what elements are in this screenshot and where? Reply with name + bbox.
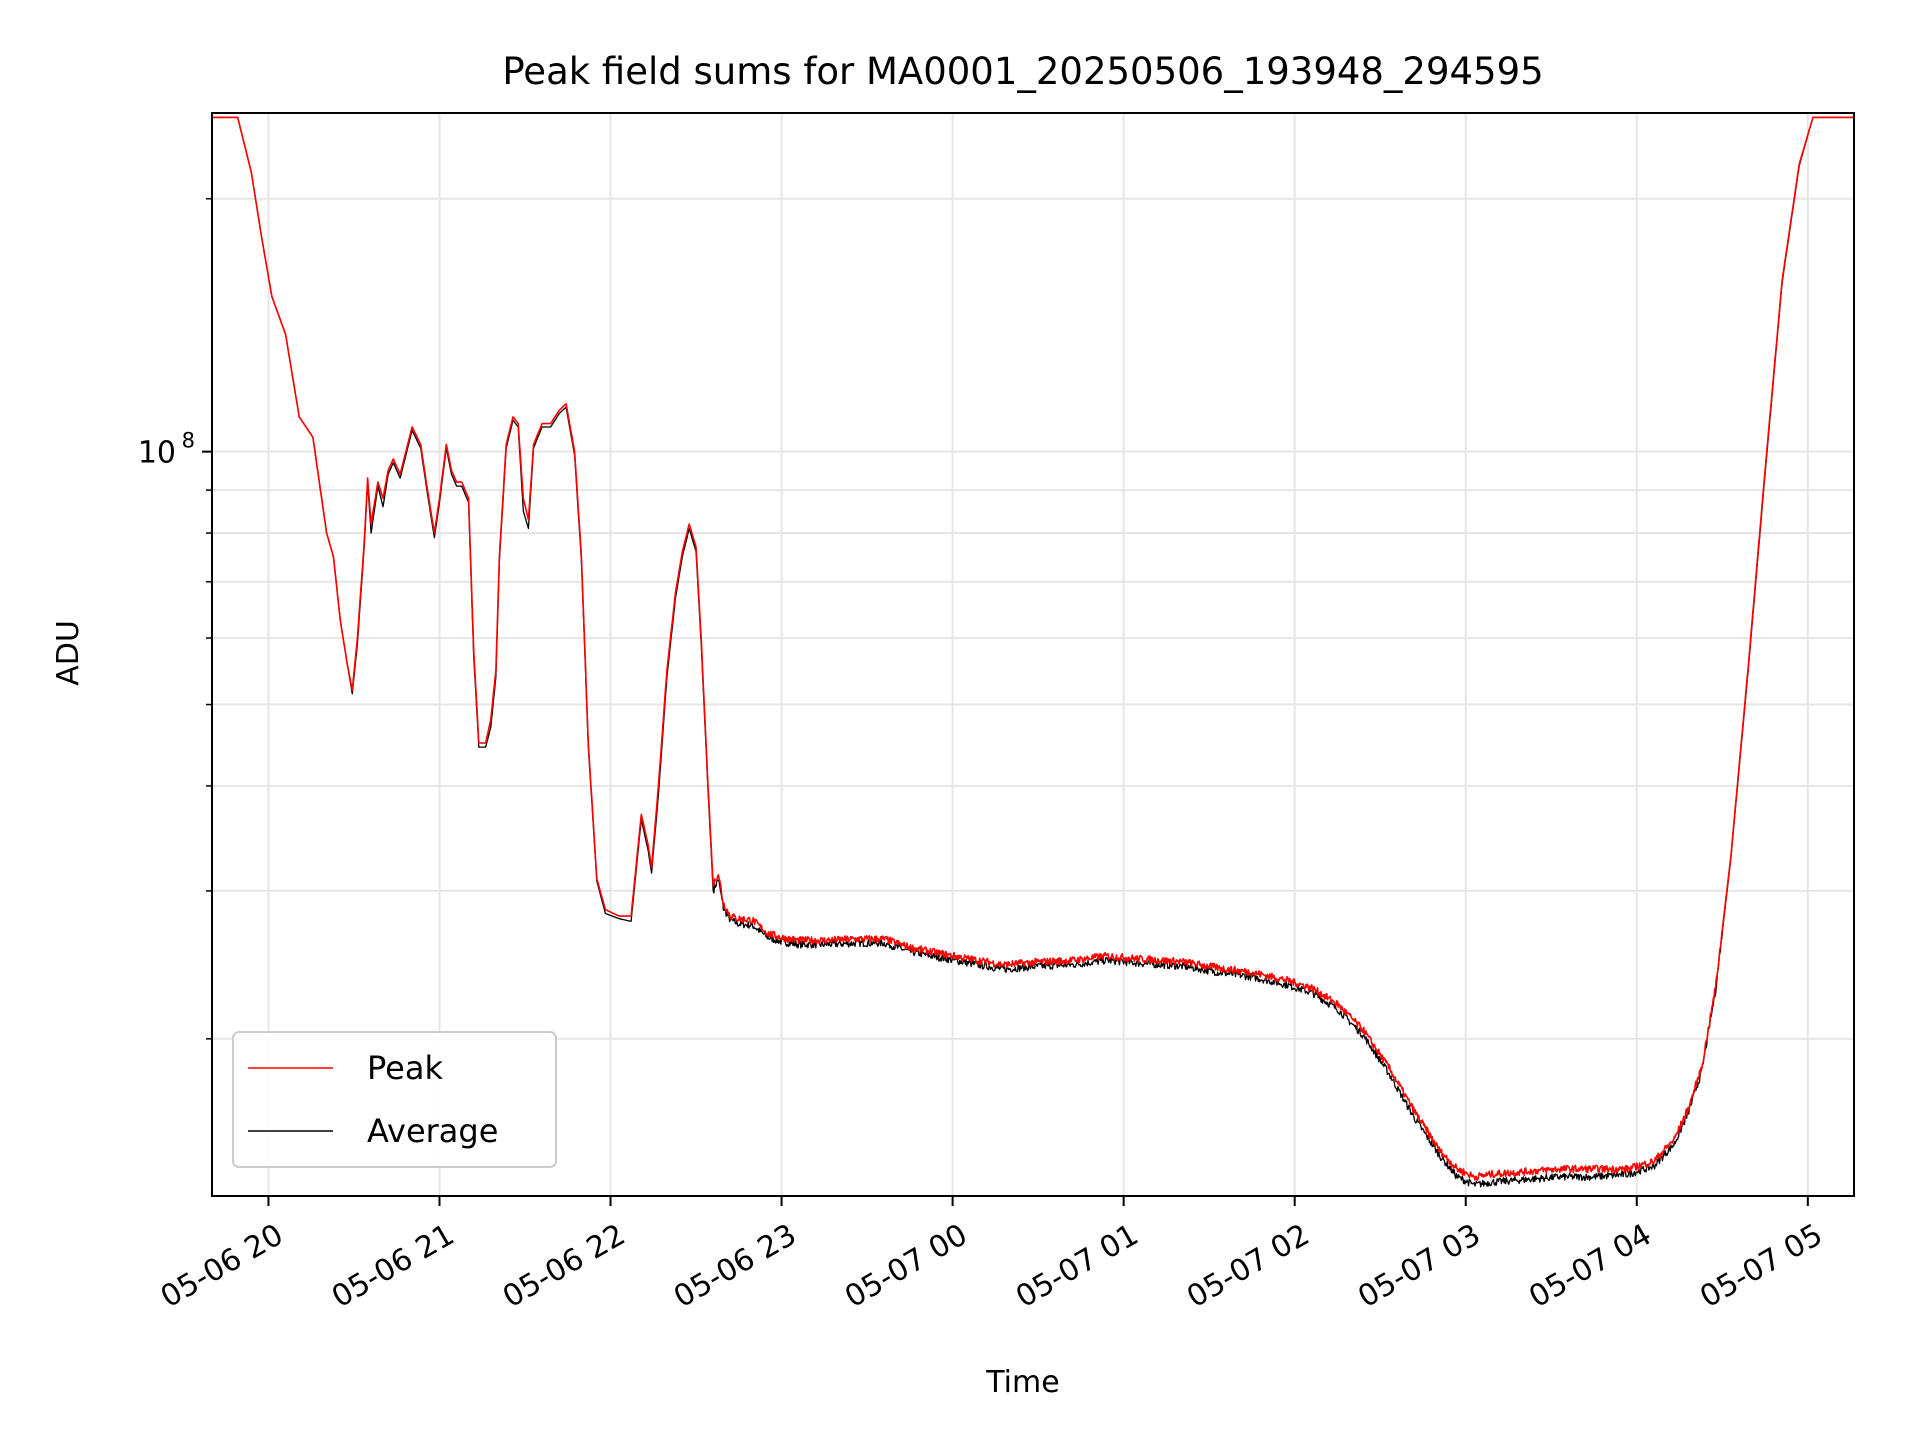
grid xyxy=(212,113,1854,1196)
y-tick-label-exponent: 8 xyxy=(182,429,195,453)
legend-peak-label: Peak xyxy=(367,1049,443,1087)
series-layer xyxy=(211,116,1855,1188)
series-line-average xyxy=(212,116,1854,1188)
plot-frame xyxy=(211,112,1855,1197)
legend-average-label: Average xyxy=(367,1112,498,1150)
y-axis-label: ADU xyxy=(51,620,86,686)
series-line-peak xyxy=(211,116,1855,1181)
legend: Peak Average xyxy=(232,1031,557,1168)
chart-title: Peak field sums for MA0001_20250506_1939… xyxy=(502,50,1543,93)
legend-box xyxy=(232,1031,557,1168)
x-axis-label: Time xyxy=(985,1365,1059,1400)
y-tick-label: 10 xyxy=(138,436,176,471)
